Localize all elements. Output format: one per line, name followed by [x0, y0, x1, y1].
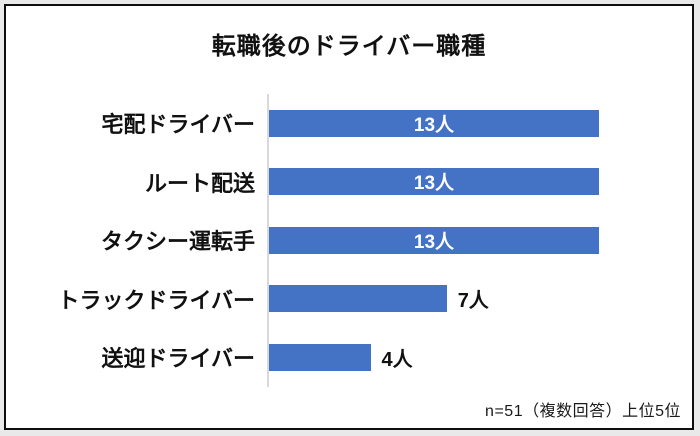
plot-area: 7人 7人 [269, 270, 692, 329]
bar-row: トラックドライバー 7人 7人 [6, 270, 692, 329]
bar-row: 送迎ドライバー 4人 4人 [6, 328, 692, 387]
category-label: トラックドライバー [57, 287, 255, 313]
bar: 7人 [269, 285, 447, 313]
bar: 4人 [269, 343, 371, 371]
category-label: ルート配送 [144, 170, 255, 196]
bar-row: ルート配送 13人 13人 [6, 152, 692, 211]
bar-value-label: 13人 [413, 231, 455, 253]
plot-area: 13人 13人 [269, 94, 692, 153]
y-axis-line [267, 93, 269, 387]
bar-value-label: 13人 [413, 173, 455, 195]
bar: 13人 [269, 109, 599, 137]
bar: 13人 [269, 168, 599, 196]
sample-size-note: n=51（複数回答）上位5位 [485, 403, 681, 420]
chart-title: 転職後のドライバー職種 [211, 33, 487, 60]
chart-card: 転職後のドライバー職種 宅配ドライバー 13人 13人 ルート配送 13人 13… [4, 4, 694, 430]
plot-area: 13人 13人 [269, 152, 692, 211]
bar-chart: 宅配ドライバー 13人 13人 ルート配送 13人 13人 タクシー運転手 13 [6, 93, 692, 387]
bar-value-label: 13人 [413, 114, 455, 136]
plot-area: 4人 4人 [269, 328, 692, 387]
bar-row: 宅配ドライバー 13人 13人 [6, 94, 692, 153]
category-label: 宅配ドライバー [101, 112, 255, 138]
bar-value-label: 7人 [457, 290, 489, 313]
bar-value-label: 4人 [381, 348, 413, 371]
bar-row: タクシー運転手 13人 13人 [6, 211, 692, 270]
category-label: タクシー運転手 [100, 229, 255, 255]
category-label: 送迎ドライバー [101, 346, 255, 372]
plot-area: 13人 13人 [269, 211, 692, 270]
bar: 13人 [269, 226, 599, 254]
